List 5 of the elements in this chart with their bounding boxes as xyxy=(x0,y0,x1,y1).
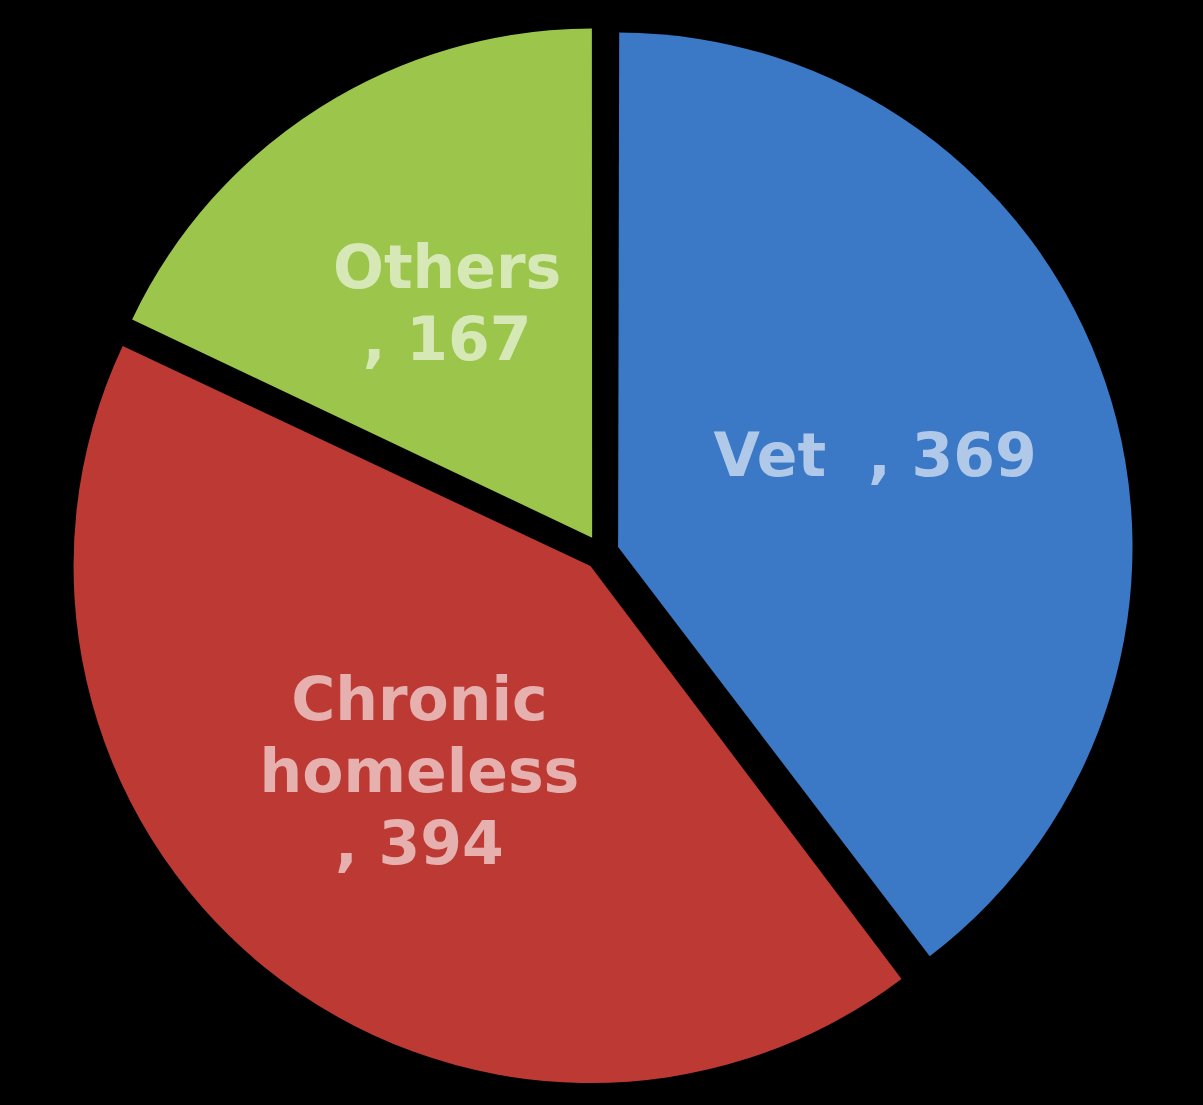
slice-label: Chronic homeless xyxy=(259,664,580,807)
data-label: , 394 xyxy=(334,808,504,879)
data-label: , 167 xyxy=(362,304,532,375)
slice-label: Others xyxy=(332,232,562,303)
slice-label: Vet , 369 xyxy=(713,420,1037,491)
